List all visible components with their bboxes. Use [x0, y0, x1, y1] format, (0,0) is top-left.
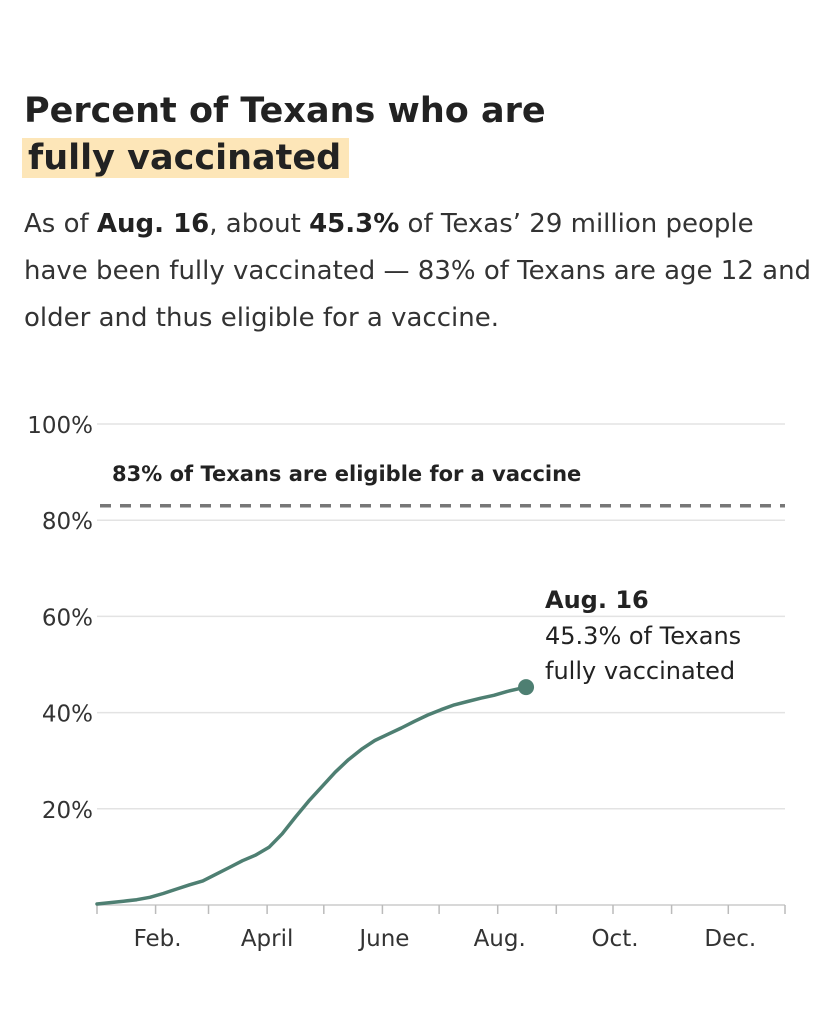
x-tick-label: June	[357, 926, 409, 952]
y-tick-label: 100%	[27, 413, 93, 439]
x-tick-label: Feb.	[134, 926, 182, 952]
eligibility-reference-label: 83% of Texans are eligible for a vaccine	[112, 462, 581, 486]
chart-subtitle: As of Aug. 16, about 45.3% of Texas’ 29 …	[24, 201, 824, 342]
y-tick-label: 20%	[42, 798, 93, 824]
annotation-description: fully vaccinated	[545, 657, 735, 685]
annotation-value: 45.3% of Texans	[545, 622, 741, 650]
subtitle-date: Aug. 16	[96, 209, 210, 239]
vaccination-line-chart: 20% 40% 60% 80% 100% Feb. April June Aug. Oct. Dec…	[27, 413, 786, 952]
title-line-1: Percent of Texans who are	[24, 91, 546, 131]
y-tick-label: 80%	[42, 509, 93, 535]
x-tick-label: Oct.	[591, 926, 638, 952]
x-tick-label: Dec.	[704, 926, 756, 952]
latest-data-point	[518, 679, 535, 696]
title-highlight: fully vaccinated	[22, 138, 350, 178]
x-tick-label: Aug.	[474, 926, 526, 952]
y-tick-label: 60%	[42, 605, 93, 631]
y-tick-label: 40%	[42, 702, 93, 728]
chart-title: Percent of Texans who are fully vaccinat…	[22, 88, 814, 182]
annotation-date: Aug. 16	[545, 586, 649, 614]
subtitle-text-1: As of	[24, 209, 97, 239]
subtitle-percent: 45.3%	[309, 209, 400, 239]
subtitle-text-2: , about	[209, 209, 310, 239]
x-tick-label: April	[241, 926, 294, 952]
subtitle-text-3: of Texas’ 29 million people have been fu…	[24, 209, 812, 333]
vaccination-series-line	[95, 685, 528, 906]
